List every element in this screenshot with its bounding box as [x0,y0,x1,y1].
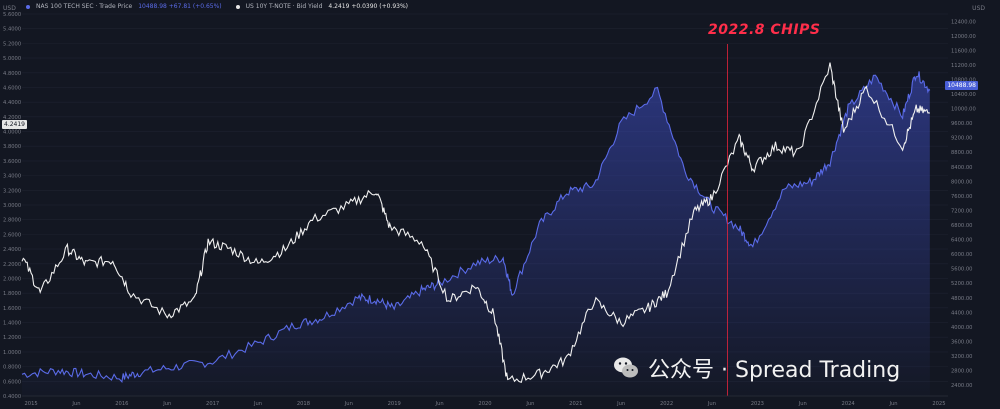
x-tick-label-13: Jun [616,401,625,407]
x-tick-label-12: 2021 [569,401,582,407]
left-tick-label-4: 1.2000 [3,335,21,341]
left-tick-label-5: 1.4000 [3,321,21,327]
left-tick-label-6: 1.6000 [3,306,21,312]
x-tick-label-4: 2017 [206,401,219,407]
x-tick-label-17: Jun [798,401,807,407]
right-tick-label-23: 11600.00 [951,48,976,54]
legend: NAS 100 TECH SEC · Trade Price 10488.98 … [26,3,408,10]
right-tick-label-21: 10800.00 [951,77,976,83]
watermark: 公众号 · Spread Trading [612,352,900,384]
x-tick-label-5: Jun [253,401,262,407]
left-tick-label-20: 4.4000 [3,100,21,106]
x-tick-label-6: 2018 [297,401,310,407]
x-tick-label-14: 2022 [660,401,673,407]
left-tick-label-15: 3.4000 [3,174,21,180]
left-tick-label-23: 5.0000 [3,56,21,62]
watermark-text: 公众号 · Spread Trading [648,358,901,383]
series2-value: 4.2419 +0.0390 (+0.93%) [328,3,409,10]
right-tick-label-22: 11200.00 [951,63,976,69]
wechat-icon [614,357,638,378]
left-tick-label-2: 0.8000 [3,365,21,371]
right-axis: 2400.00 2800.00 3200.00 3600.00 4000.00 4400.… [948,0,1000,409]
left-axis: 0.4000 0.6000 0.8000 1.0000 1.2000 1.4000 1.60… [3,12,21,400]
series2-label: US 10Y T-NOTE · Bid Yield [245,3,323,10]
series1-area [22,71,930,397]
right-tick-label-14: 8000.00 [951,179,972,185]
x-tick-label-11: Jun [525,401,534,407]
left-tick-label-7: 1.8000 [3,291,21,297]
right-axis-unit: USD [972,5,985,12]
right-tick-label-25: 12400.00 [951,19,976,25]
left-tick-label-9: 2.2000 [3,262,21,268]
x-tick-label-16: 2023 [751,401,764,407]
x-tick-label-20: 2025 [932,401,945,407]
left-tick-label-0: 0.4000 [3,394,21,400]
series-lines [21,62,931,384]
left-price-tag: 4.2419 [2,120,27,129]
x-tick-label-1: Jun [71,401,80,407]
right-tick-label-17: 9200.00 [951,136,972,142]
x-axis: 2015 Jun 2016 Jun 2017 Jun 2018 Jun 2019 Jun 2020 J… [22,395,948,407]
right-tick-label-0: 2400.00 [951,383,972,389]
right-tick-label-11: 6800.00 [951,223,972,229]
x-tick-label-2: 2016 [115,401,128,407]
x-tick-label-8: 2019 [388,401,401,407]
left-tick-label-25: 5.4000 [3,27,21,33]
series1-line [21,71,931,384]
right-tick-label-8: 5600.00 [951,267,972,273]
x-tick-label-15: Jun [707,401,716,407]
left-tick-label-14: 3.2000 [3,188,21,194]
series2-dot [235,4,240,9]
right-price-tag: 10488.98 [945,81,978,90]
right-tick-label-4: 4000.00 [951,325,972,331]
left-tick-label-18: 4.0000 [3,130,21,136]
series1-label: NAS 100 TECH SEC · Trade Price [36,3,133,10]
x-tick-label-0: 2015 [24,401,37,407]
left-tick-label-8: 2.0000 [3,276,21,282]
left-tick-label-21: 4.6000 [3,85,21,91]
right-tick-label-6: 4800.00 [951,296,972,302]
right-tick-label-9: 6000.00 [951,252,972,258]
left-tick-label-22: 4.8000 [3,71,21,77]
right-tick-label-19: 10000.00 [951,107,976,113]
right-tick-label-5: 4400.00 [951,310,972,316]
x-tick-label-10: 2020 [478,401,491,407]
right-tick-label-10: 6400.00 [951,238,972,244]
left-tick-label-17: 3.8000 [3,144,21,150]
left-tick-label-13: 3.0000 [3,203,21,209]
left-tick-label-10: 2.4000 [3,247,21,253]
left-axis-unit: USD [3,5,16,12]
right-tick-label-12: 7200.00 [951,208,972,214]
right-axis-bg [948,0,1000,409]
left-tick-label-26: 5.6000 [3,12,21,18]
left-tick-label-19: 4.2000 [3,115,21,121]
right-tick-label-3: 3600.00 [951,339,972,345]
x-tick-label-3: Jun [162,401,171,407]
right-tick-label-24: 12000.00 [951,34,976,40]
right-tick-label-13: 7600.00 [951,194,972,200]
left-tick-label-16: 3.6000 [3,159,21,165]
right-tick-label-15: 8400.00 [951,165,972,171]
right-tick-label-20: 10400.00 [951,92,976,98]
series1-dot [26,4,30,9]
right-tick-label-7: 5200.00 [951,281,972,287]
right-tick-label-16: 8800.00 [951,150,972,156]
right-tick-label-2: 3200.00 [951,354,972,360]
area-fill [22,71,930,397]
chips-annotation: 2022.8 CHIPS [708,22,821,38]
x-tick-label-18: 2024 [842,401,856,407]
right-tick-label-18: 9600.00 [951,121,972,127]
series2-line [21,62,931,384]
left-tick-label-3: 1.0000 [3,350,21,356]
left-tick-label-12: 2.8000 [3,218,21,224]
left-tick-label-24: 5.2000 [3,41,21,47]
series1-value: 10488.98 +67.81 (+0.65%) [138,3,222,10]
x-tick-label-19: Jun [888,401,897,407]
right-tick-label-1: 2800.00 [951,369,972,375]
left-tick-label-11: 2.6000 [3,232,21,238]
x-tick-label-7: Jun [344,401,353,407]
x-tick-label-9: Jun [435,401,444,407]
left-tick-label-1: 0.6000 [3,379,21,385]
